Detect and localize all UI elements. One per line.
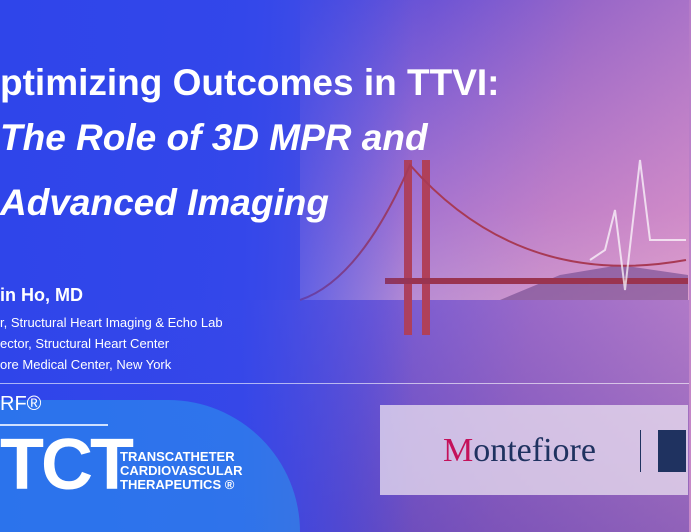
crf-logo: RF®	[0, 393, 42, 415]
affiliation-1: r, Structural Heart Imaging & Echo Lab	[0, 315, 223, 330]
einstein-emblem-icon	[658, 430, 686, 472]
tct-sub-line: CARDIOVASCULAR	[120, 463, 243, 478]
divider	[0, 383, 689, 384]
partner-logo-band	[380, 405, 688, 495]
montefiore-logo: Montefiore	[443, 432, 596, 469]
title-line-1: ptimizing Outcomes in TTVI:	[0, 62, 500, 103]
tct-sub-line: THERAPEUTICS ®	[120, 477, 235, 492]
title-line-3: Advanced Imaging	[0, 182, 329, 223]
tct-logo: TCT	[0, 425, 134, 505]
logo-divider	[640, 430, 641, 472]
title-line-2: The Role of 3D MPR and	[0, 117, 428, 158]
affiliation-3: ore Medical Center, New York	[0, 357, 172, 372]
affiliation-2: ector, Structural Heart Center	[0, 336, 170, 351]
crf-underline	[0, 424, 108, 426]
presenter-name: in Ho, MD	[0, 285, 83, 305]
tct-sub-line: TRANSCATHETER	[120, 449, 235, 464]
tct-subtitle: TRANSCATHETER CARDIOVASCULAR THERAPEUTIC…	[120, 450, 243, 492]
